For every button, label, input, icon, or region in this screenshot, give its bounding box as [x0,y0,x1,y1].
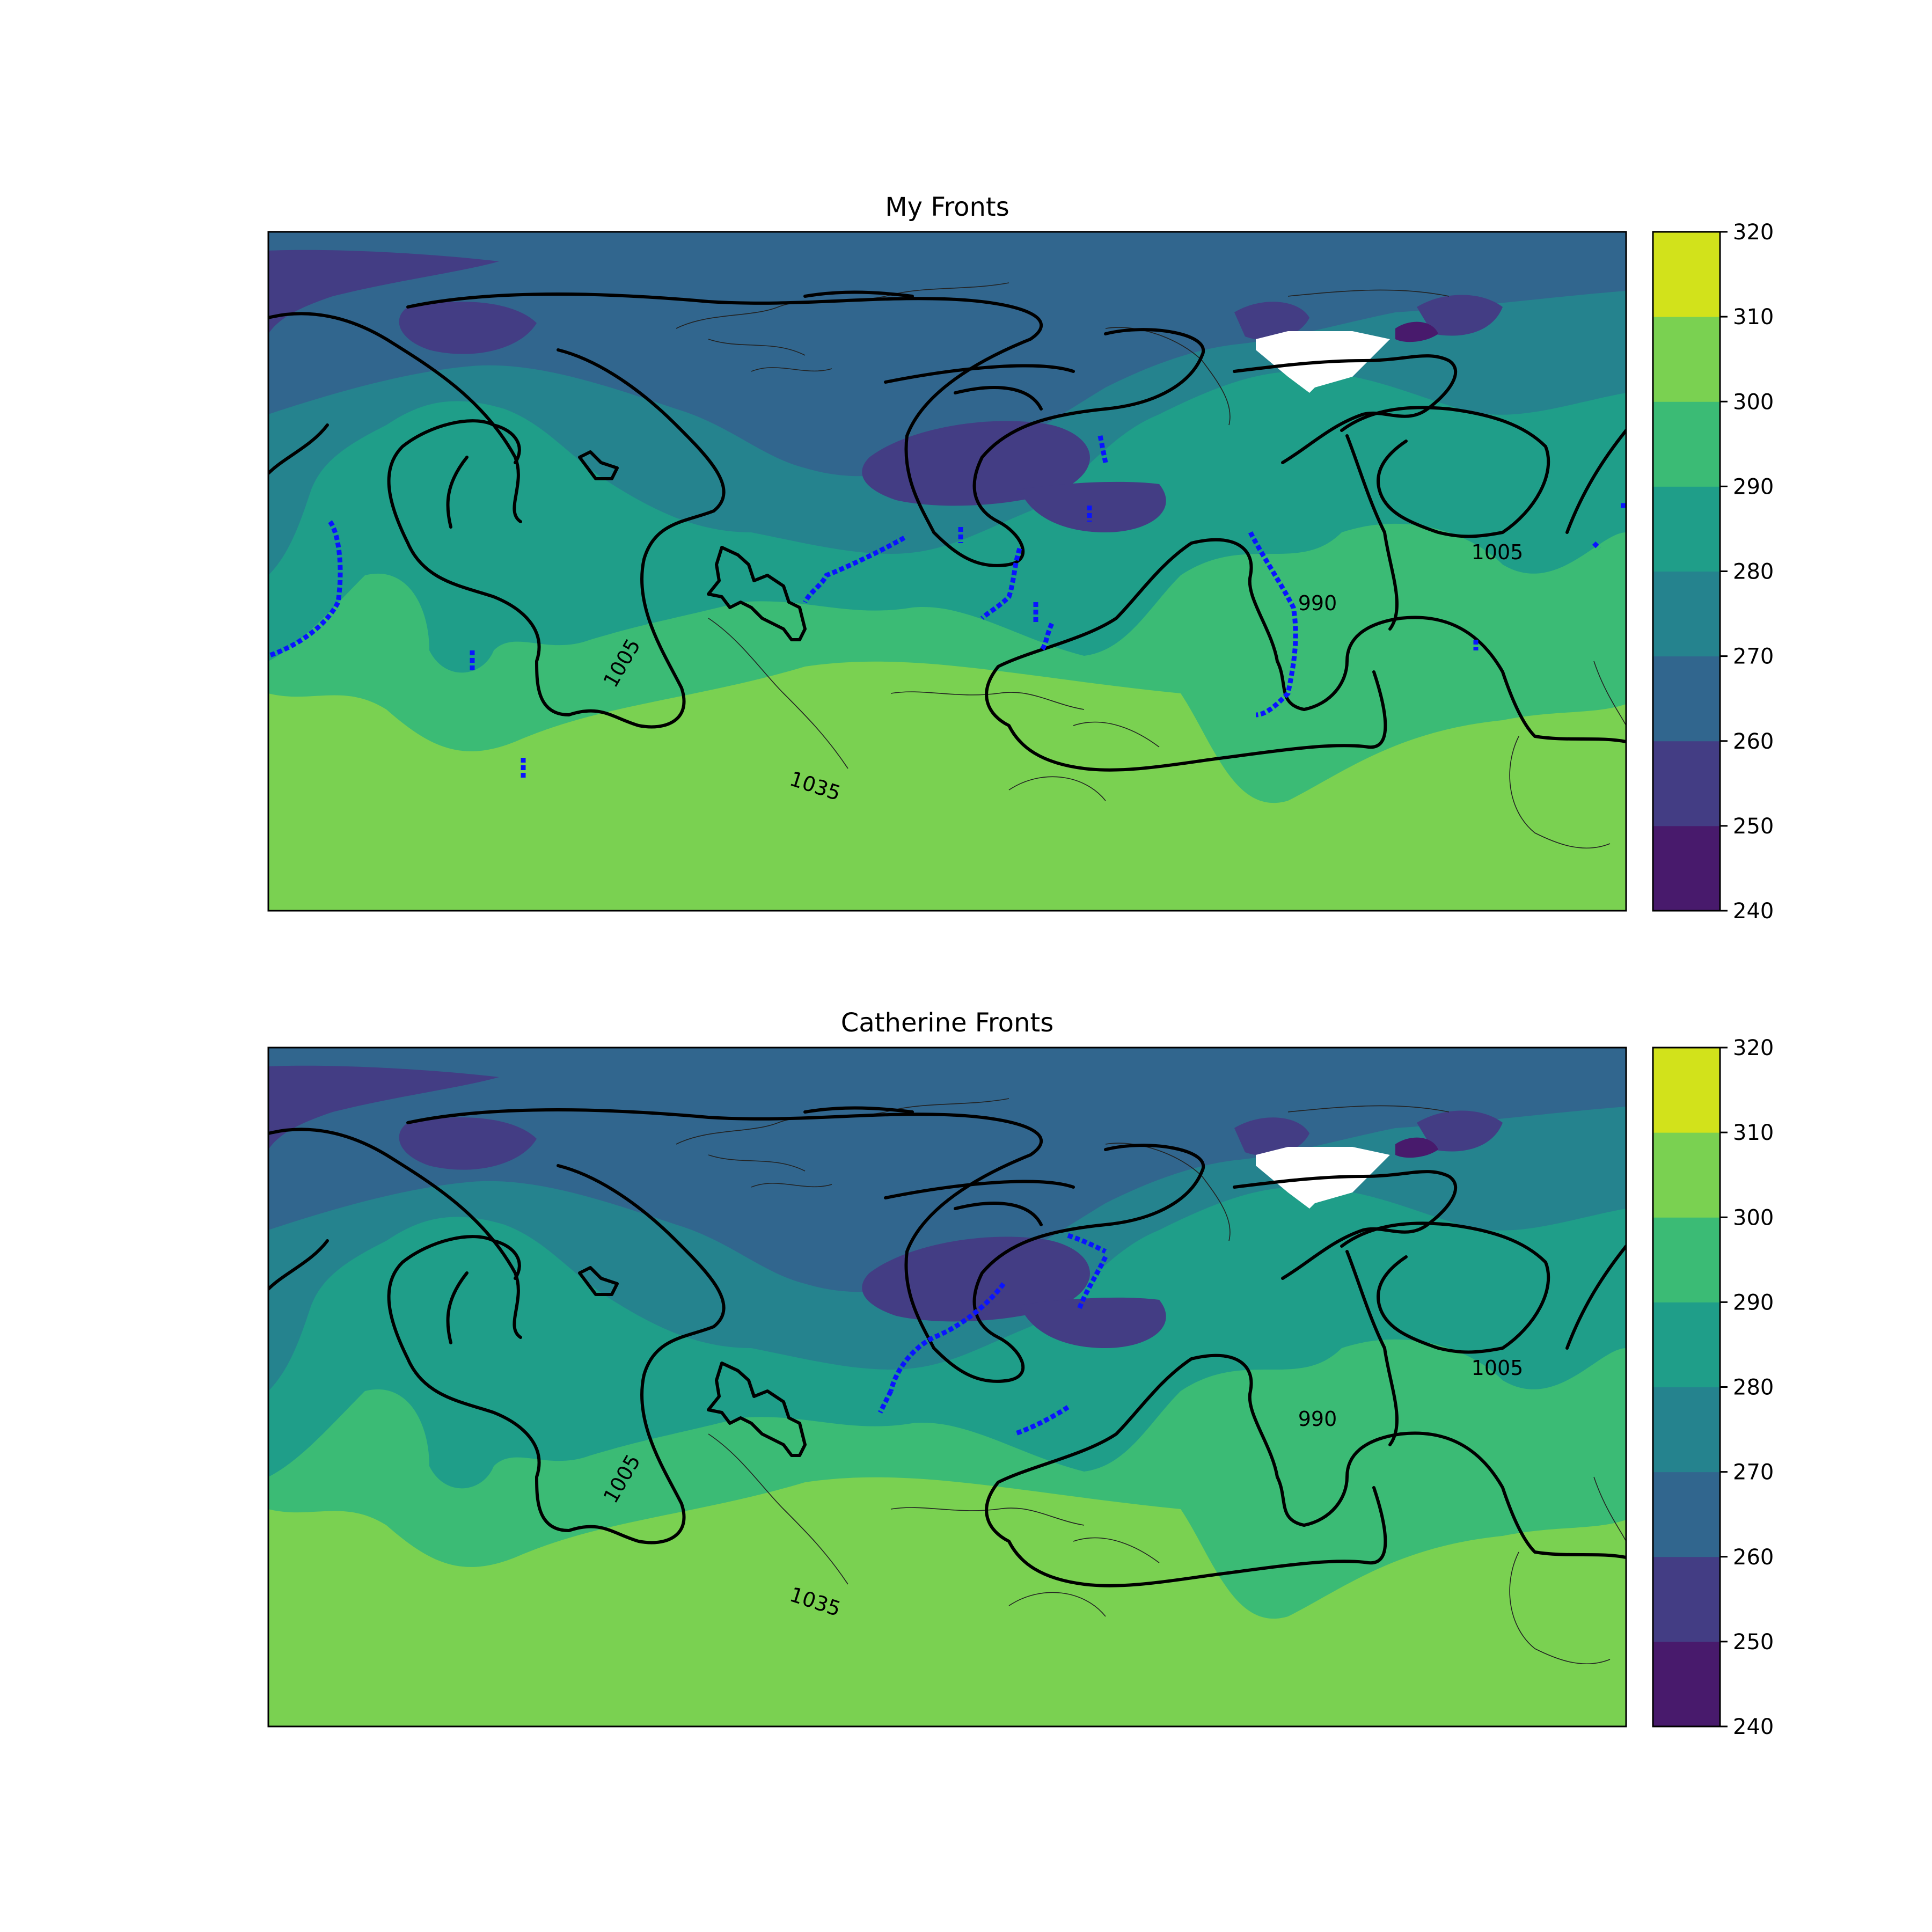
colorbar-tick-label: 320 [1733,1036,1774,1060]
isobar-line [268,312,522,523]
colorbar-tick-label: 250 [1733,1630,1774,1655]
colorbar-segment [1653,1556,1720,1642]
isobar-line [268,1239,469,1344]
colorbar-tick-label: 260 [1733,729,1774,754]
colorbar-tick-label: 280 [1733,560,1774,584]
front-segment [1097,435,1108,463]
isobar-label: 1005 [1472,540,1524,564]
colorbar-tick-label: 250 [1733,814,1774,839]
isobar-label: 990 [1298,1407,1337,1431]
colorbar-tick-label: 260 [1733,1545,1774,1570]
isobar-line [387,348,726,729]
isobar-line [268,423,469,529]
front-segment [877,1389,894,1414]
isobar-contours [268,1106,1626,1587]
colorbar-tick-label: 280 [1733,1375,1774,1400]
front-segment [268,520,343,658]
isobar-line [985,538,1626,772]
colorbar-tick-label: 300 [1733,1205,1774,1230]
panel-catherine-fronts: Catherine Fronts100599010051035103532031… [267,1008,1774,1739]
colorbar-segment [1653,1048,1720,1133]
colorbar-segment [1653,571,1720,657]
front-segment [980,547,1022,620]
colorbar-segment [1653,1641,1720,1727]
colorbar-segment [1653,1302,1720,1387]
colorbar-segment [1653,825,1720,911]
colorbar-tick-label: 270 [1733,1460,1774,1485]
colorbar-tick-label: 310 [1733,305,1774,330]
colorbar-tick-label: 240 [1733,899,1774,924]
front-segment [1076,1255,1108,1312]
colorbar-tick-label: 290 [1733,474,1774,499]
isobar-line [268,1128,522,1339]
isobar-label: 1005 [1472,1356,1524,1380]
front-segment [888,1282,1006,1392]
isobar-line [1340,1221,1550,1354]
isobar-line [1233,354,1458,631]
colorbar-segment [1653,741,1720,826]
colorbar: 320 310 300 290 280 270 260 250 240 [1652,1036,1774,1739]
colorbar-segment [1653,486,1720,572]
colorbar-segment [1653,1132,1720,1218]
colorbar-segment [1653,656,1720,742]
colorbar-tick-label: 300 [1733,390,1774,414]
isobar-line [985,1353,1626,1587]
map-area: 1005990100510351035 [267,1046,1627,1728]
isobar-line [1233,1170,1458,1446]
colorbar-segment [1653,1472,1720,1557]
front-segment [1248,531,1298,718]
front-segment [1592,541,1601,551]
isobar-line [884,1180,1626,1350]
isobar-line [406,1106,1205,1383]
isobar-contours [268,290,1626,772]
colorbar-tick-label: 320 [1733,220,1774,245]
map-area: 1005990100510351035 [267,231,1627,912]
colorbar-tick-label: 270 [1733,645,1774,669]
isobar-line [1340,406,1550,538]
isobar-label: 990 [1298,591,1337,615]
map-frame [267,1046,1627,1728]
isobar-line [884,364,1626,534]
front-segment [1013,1405,1070,1437]
colorbar-segment [1653,317,1720,402]
panel-title: My Fronts [885,192,1009,222]
colorbar-tick-label: 240 [1733,1715,1774,1739]
panel-title: Catherine Fronts [841,1008,1053,1038]
temperature-field [268,1048,1626,1726]
colorbar-segment [1653,1387,1720,1473]
colorbar-segment [1653,232,1720,317]
isobar-line [406,290,1205,567]
colorbar-tick-label: 310 [1733,1121,1774,1145]
colorbar-tick-label: 290 [1733,1290,1774,1315]
front-segment [802,536,906,604]
temperature-field [268,232,1626,911]
front-markers [268,435,1626,779]
map-frame [267,231,1627,912]
front-segment [1039,622,1055,653]
colorbar-segment [1653,1217,1720,1302]
colorbar-segment [1653,401,1720,487]
panel-my-fronts: My Fronts1005990100510351035320310300290… [267,192,1774,924]
front-segment [1067,1233,1107,1254]
isobar-line [387,1164,726,1545]
colorbar: 320 310 300 290 280 270 260 250 240 [1652,220,1774,924]
front-markers [877,1233,1108,1437]
